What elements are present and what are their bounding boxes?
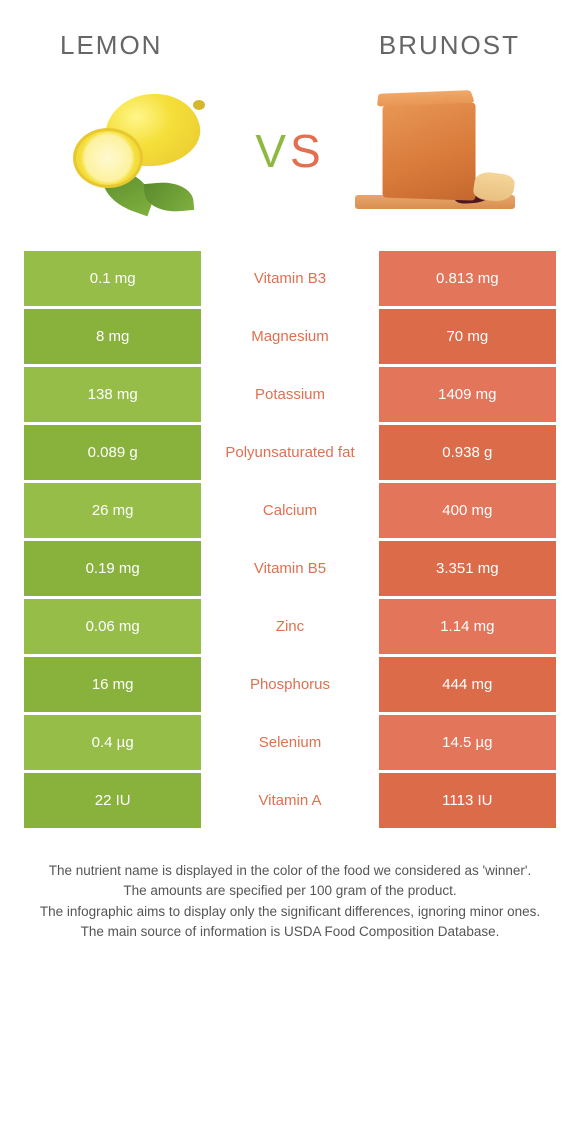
right-food-title: Brunost (379, 30, 520, 61)
table-row: 0.19 mgVitamin B53.351 mg (24, 541, 556, 596)
nutrient-name: Selenium (201, 715, 378, 770)
nutrient-name: Magnesium (201, 309, 378, 364)
table-row: 26 mgCalcium400 mg (24, 483, 556, 538)
footer-line: The nutrient name is displayed in the co… (30, 861, 550, 881)
right-value: 0.813 mg (379, 251, 556, 306)
footer-line: The infographic aims to display only the… (30, 902, 550, 922)
nutrient-name: Phosphorus (201, 657, 378, 712)
table-row: 138 mgPotassium1409 mg (24, 367, 556, 422)
nutrient-name: Zinc (201, 599, 378, 654)
vs-row: VS (0, 71, 580, 251)
footer-line: The main source of information is USDA F… (30, 922, 550, 942)
vs-label: VS (255, 128, 324, 174)
table-row: 0.4 µgSelenium14.5 µg (24, 715, 556, 770)
nutrient-name: Vitamin A (201, 773, 378, 828)
right-value: 0.938 g (379, 425, 556, 480)
right-value: 1409 mg (379, 367, 556, 422)
footer-notes: The nutrient name is displayed in the co… (0, 831, 580, 942)
left-value: 0.089 g (24, 425, 201, 480)
left-value: 0.4 µg (24, 715, 201, 770)
nutrient-name: Potassium (201, 367, 378, 422)
nutrient-name: Vitamin B5 (201, 541, 378, 596)
left-value: 16 mg (24, 657, 201, 712)
left-value: 22 IU (24, 773, 201, 828)
left-value: 138 mg (24, 367, 201, 422)
right-value: 400 mg (379, 483, 556, 538)
nutrition-table: 0.1 mgVitamin B30.813 mg8 mgMagnesium70 … (24, 251, 556, 828)
table-row: 22 IUVitamin A1113 IU (24, 773, 556, 828)
nutrient-name: Calcium (201, 483, 378, 538)
nutrient-name: Vitamin B3 (201, 251, 378, 306)
left-value: 0.19 mg (24, 541, 201, 596)
table-row: 8 mgMagnesium70 mg (24, 309, 556, 364)
table-row: 0.06 mgZinc1.14 mg (24, 599, 556, 654)
nutrient-name: Polyunsaturated fat (201, 425, 378, 480)
vs-letter-s: S (290, 125, 325, 177)
right-value: 14.5 µg (379, 715, 556, 770)
header: Lemon Brunost (0, 0, 580, 71)
table-row: 0.1 mgVitamin B30.813 mg (24, 251, 556, 306)
footer-line: The amounts are specified per 100 gram o… (30, 881, 550, 901)
left-value: 0.1 mg (24, 251, 201, 306)
vs-letter-v: V (255, 125, 290, 177)
right-value: 444 mg (379, 657, 556, 712)
lemon-image (55, 81, 235, 221)
table-row: 0.089 gPolyunsaturated fat0.938 g (24, 425, 556, 480)
left-value: 0.06 mg (24, 599, 201, 654)
left-value: 8 mg (24, 309, 201, 364)
left-value: 26 mg (24, 483, 201, 538)
brunost-image (345, 81, 525, 221)
right-value: 70 mg (379, 309, 556, 364)
left-food-title: Lemon (60, 30, 162, 61)
table-row: 16 mgPhosphorus444 mg (24, 657, 556, 712)
right-value: 1113 IU (379, 773, 556, 828)
right-value: 1.14 mg (379, 599, 556, 654)
right-value: 3.351 mg (379, 541, 556, 596)
